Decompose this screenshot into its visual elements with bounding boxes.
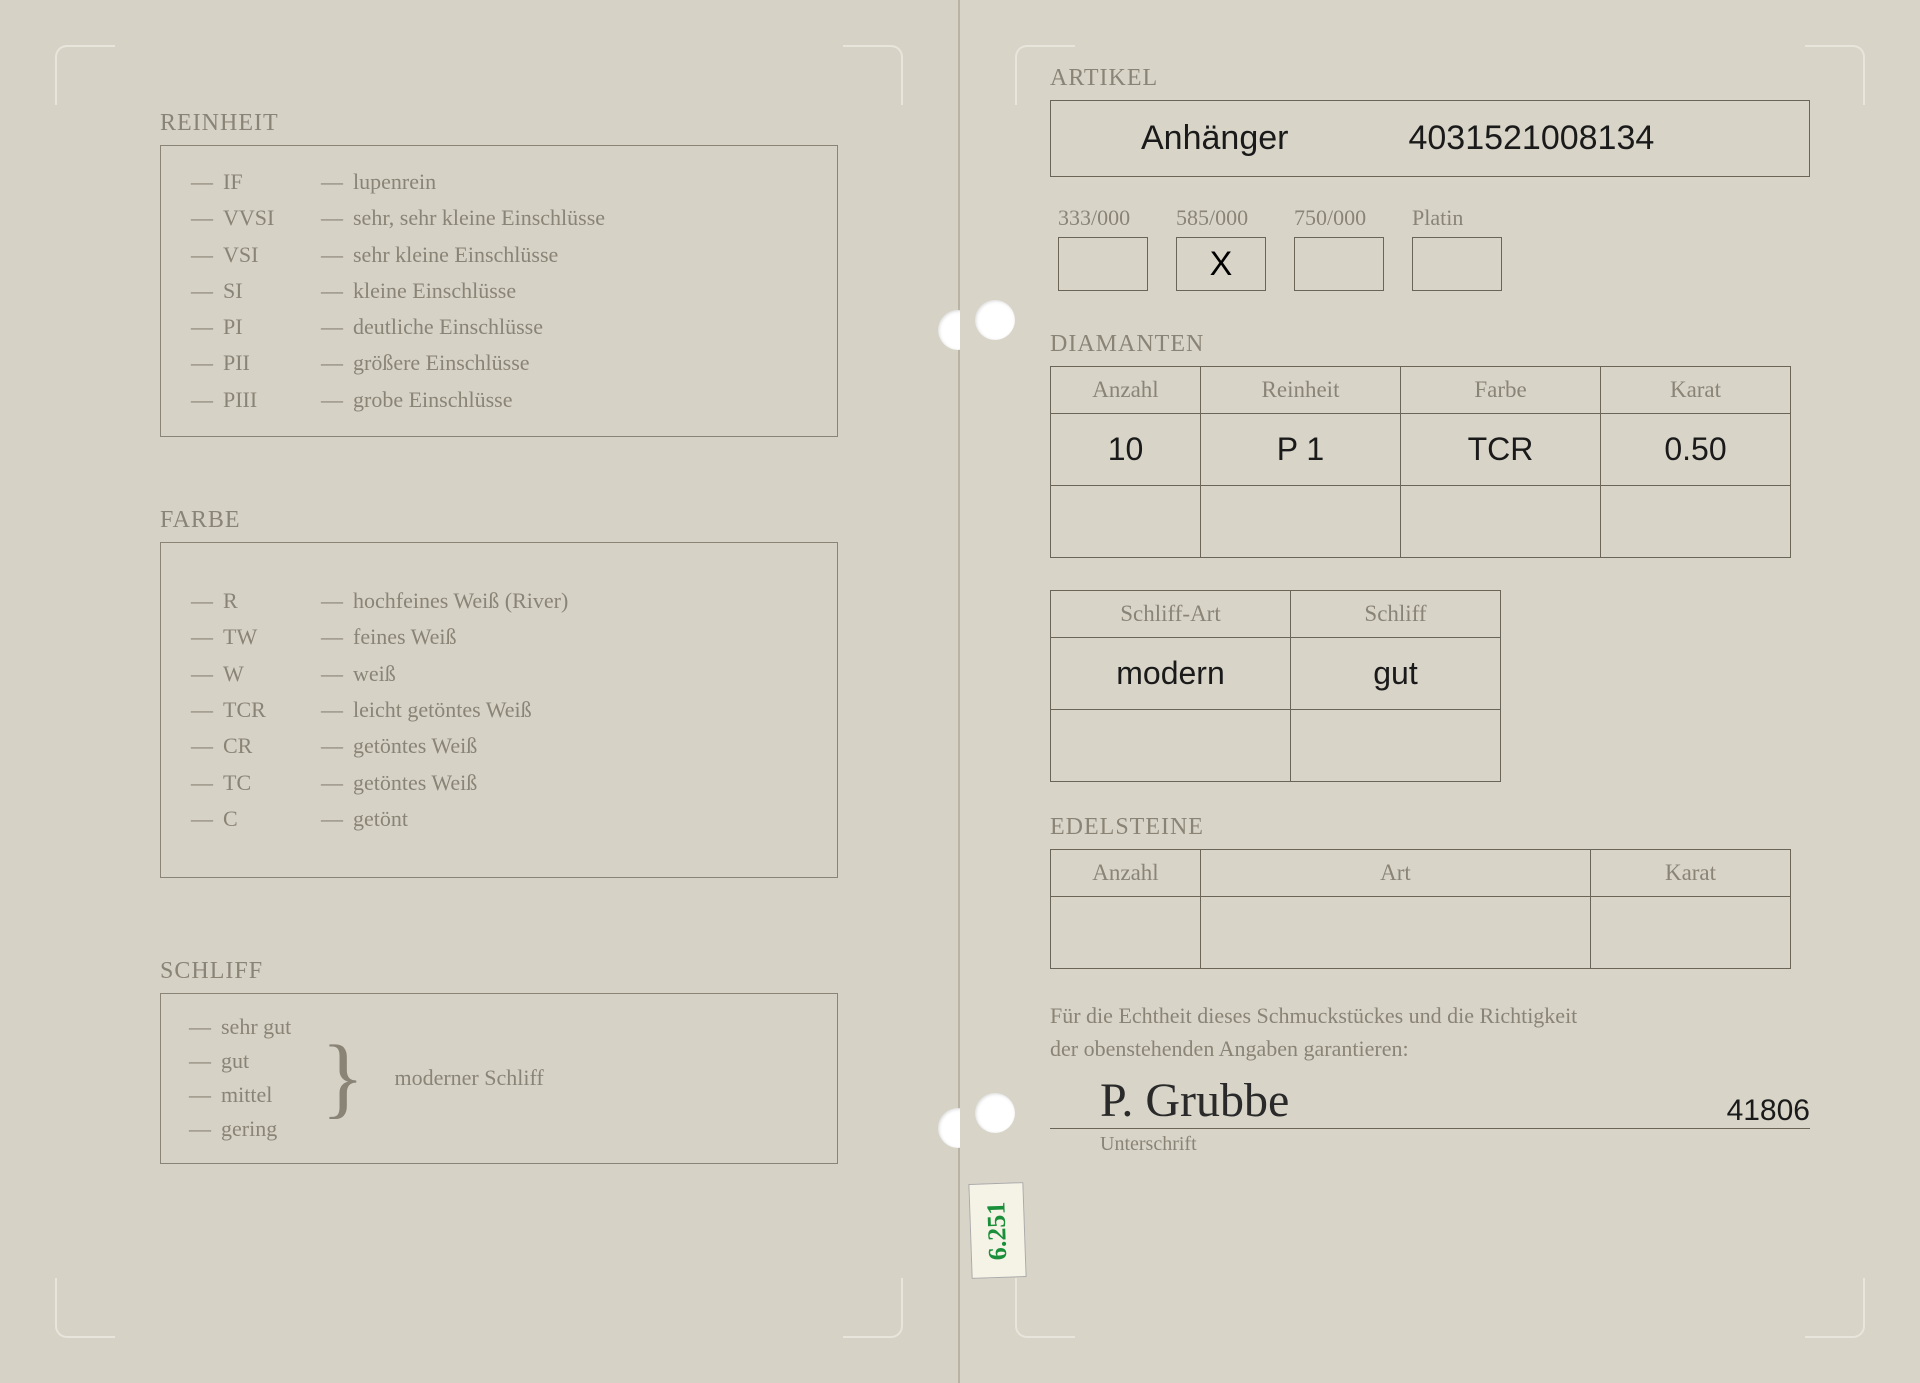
left-page: REINHEIT —IF—lupenrein —VVSI—sehr, sehr … [0, 0, 960, 1383]
cell-schliffart: modern [1051, 638, 1291, 710]
table-row: 10 P 1 TCR 0.50 [1051, 414, 1791, 486]
def-row: —IF—lupenrein [191, 164, 807, 200]
sticker-value: 6.251 [981, 1201, 1013, 1261]
th-schliff: Schliff [1291, 591, 1501, 638]
corner-decoration [55, 1278, 115, 1338]
corner-decoration [1015, 1278, 1075, 1338]
artikel-title: ARTIKEL [1050, 65, 1810, 92]
material-checkbox [1412, 237, 1502, 291]
def-row: —TCR—leicht getöntes Weiß [191, 692, 807, 728]
farbe-section: FARBE —R—hochfeines Weiß (River) —TW—fei… [160, 507, 838, 878]
material-333: 333/000 [1058, 205, 1148, 291]
edelsteine-table: Anzahl Art Karat [1050, 849, 1791, 969]
artikel-box: Anhänger 4031521008134 [1050, 100, 1810, 177]
th-reinheit: Reinheit [1201, 367, 1401, 414]
schliff-section: SCHLIFF —sehr gut —gut —mittel —gering }… [160, 958, 838, 1163]
artikel-name: Anhänger [1141, 119, 1288, 158]
corner-decoration [1015, 45, 1075, 105]
table-row: modern gut [1051, 638, 1501, 710]
def-row: —VVSI—sehr, sehr kleine Einschlüsse [191, 200, 807, 236]
cell-anzahl: 10 [1051, 414, 1201, 486]
material-750: 750/000 [1294, 205, 1384, 291]
th-art: Art [1201, 850, 1591, 897]
material-checkbox-checked: X [1176, 237, 1266, 291]
reinheit-section: REINHEIT —IF—lupenrein —VVSI—sehr, sehr … [160, 110, 838, 437]
def-row: —TC—getöntes Weiß [191, 765, 807, 801]
right-page: ARTIKEL Anhänger 4031521008134 333/000 5… [960, 0, 1920, 1383]
th-schliffart: Schliff-Art [1051, 591, 1291, 638]
signature-label: Unterschrift [1050, 1133, 1810, 1156]
table-row [1051, 486, 1791, 558]
price-sticker: 6.251 [968, 1182, 1026, 1279]
punch-hole [975, 1093, 1015, 1133]
farbe-title: FARBE [160, 507, 838, 534]
th-farbe: Farbe [1401, 367, 1601, 414]
def-row: —SI—kleine Einschlüsse [191, 273, 807, 309]
material-585: 585/000 X [1176, 205, 1266, 291]
table-row [1051, 897, 1791, 969]
artikel-code: 4031521008134 [1408, 119, 1654, 158]
schliff-grades: —sehr gut —gut —mittel —gering [189, 1010, 291, 1146]
cell-farbe: TCR [1401, 414, 1601, 486]
reinheit-box: —IF—lupenrein —VVSI—sehr, sehr kleine Ei… [160, 145, 838, 437]
diamanten-table: Anzahl Reinheit Farbe Karat 10 P 1 TCR 0… [1050, 366, 1791, 558]
th-karat: Karat [1601, 367, 1791, 414]
th-anzahl: Anzahl [1051, 850, 1201, 897]
signature-row: P. Grubbe 41806 [1050, 1073, 1810, 1129]
def-row: —CR—getöntes Weiß [191, 728, 807, 764]
signature-number: 41806 [1667, 1094, 1810, 1129]
schliff-table: Schliff-Art Schliff modern gut [1050, 590, 1501, 782]
corner-decoration [55, 45, 115, 105]
cell-reinheit: P 1 [1201, 414, 1401, 486]
def-row: —R—hochfeines Weiß (River) [191, 583, 807, 619]
schliff-title: SCHLIFF [160, 958, 838, 985]
def-row: —C—getönt [191, 801, 807, 837]
cell-schliff: gut [1291, 638, 1501, 710]
corner-decoration [1805, 1278, 1865, 1338]
schliff-box: —sehr gut —gut —mittel —gering } moderne… [160, 993, 838, 1163]
material-checkbox [1294, 237, 1384, 291]
signature: P. Grubbe [1050, 1073, 1667, 1129]
def-row: —W—weiß [191, 656, 807, 692]
table-row [1051, 710, 1501, 782]
farbe-box: —R—hochfeines Weiß (River) —TW—feines We… [160, 542, 838, 878]
edelsteine-title: EDELSTEINE [1050, 814, 1810, 841]
th-karat: Karat [1591, 850, 1791, 897]
reinheit-title: REINHEIT [160, 110, 838, 137]
def-row: —PIII—grobe Einschlüsse [191, 382, 807, 418]
def-row: —TW—feines Weiß [191, 619, 807, 655]
material-row: 333/000 585/000 X 750/000 Platin [1050, 205, 1810, 291]
def-row: —VSI—sehr kleine Einschlüsse [191, 237, 807, 273]
material-checkbox [1058, 237, 1148, 291]
corner-decoration [843, 1278, 903, 1338]
diamanten-title: DIAMANTEN [1050, 331, 1810, 358]
garantie-text: Für die Echtheit dieses Schmuckstückes u… [1050, 999, 1810, 1065]
def-row: —PI—deutliche Einschlüsse [191, 309, 807, 345]
corner-decoration [1805, 45, 1865, 105]
material-platin: Platin [1412, 205, 1502, 291]
def-row: —PII—größere Einschlüsse [191, 345, 807, 381]
cell-karat: 0.50 [1601, 414, 1791, 486]
schliff-desc: moderner Schliff [394, 1065, 543, 1091]
corner-decoration [843, 45, 903, 105]
th-anzahl: Anzahl [1051, 367, 1201, 414]
punch-hole [975, 300, 1015, 340]
